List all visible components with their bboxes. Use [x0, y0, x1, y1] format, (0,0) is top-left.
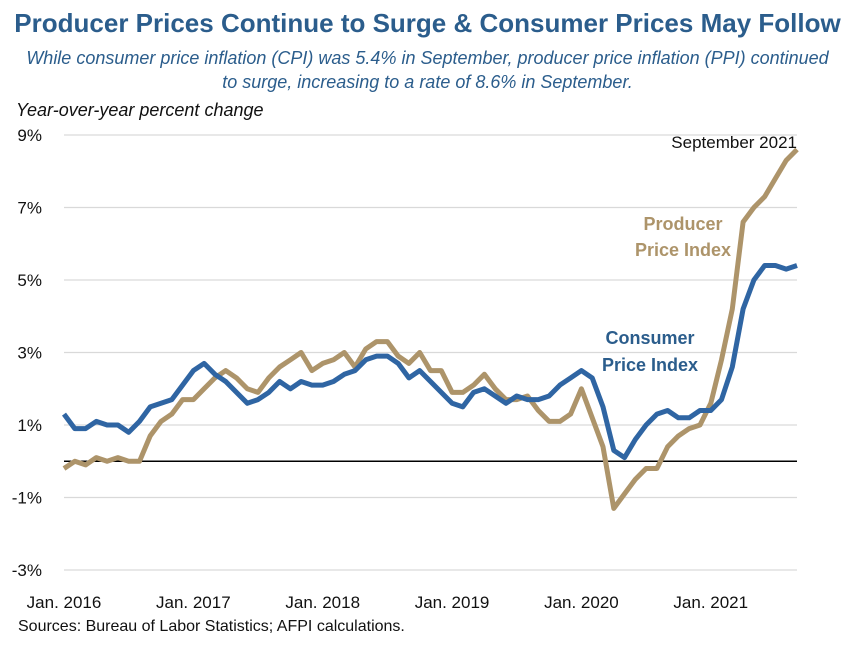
series-labels: Producer Price Index Consumer Price Inde… [602, 133, 797, 375]
x-tick-label: Jan. 2018 [285, 593, 360, 612]
y-tick-labels: 9% 7% 5% 3% 1% -1% -3% [12, 126, 42, 580]
ppi-series-label-line1: Producer [643, 214, 722, 234]
x-tick-label: Jan. 2017 [156, 593, 231, 612]
y-tick-label: -3% [12, 561, 42, 580]
source-note: Sources: Bureau of Labor Statistics; AFP… [18, 618, 405, 635]
x-tick-labels: Jan. 2016 Jan. 2017 Jan. 2018 Jan. 2019 Jan.… [27, 593, 748, 612]
y-tick-label: 7% [17, 199, 42, 218]
y-tick-label: 3% [17, 344, 42, 363]
chart-title: Producer Prices Continue to Surge & Cons… [14, 8, 841, 38]
series-lines [61, 147, 799, 511]
cpi-series-label-line2: Price Index [602, 355, 698, 375]
cpi-series-label-line1: Consumer [605, 328, 694, 348]
ppi-series-label-line2: Price Index [635, 240, 731, 260]
y-tick-label: 9% [17, 126, 42, 145]
y-tick-label: 5% [17, 271, 42, 290]
ppi-series-line [62, 147, 799, 511]
chart-subtitle: While consumer price inflation (CPI) was… [26, 48, 829, 92]
y-tick-label: -1% [12, 489, 42, 508]
y-tick-label: 1% [17, 416, 42, 435]
x-tick-label: Jan. 2020 [544, 593, 619, 612]
x-tick-label: Jan. 2021 [673, 593, 748, 612]
september-2021-annotation: September 2021 [671, 133, 797, 152]
x-tick-label: Jan. 2019 [415, 593, 490, 612]
cpi-series-line [61, 263, 798, 461]
x-tick-label: Jan. 2016 [27, 593, 102, 612]
y-axis-label: Year-over-year percent change [16, 100, 264, 120]
gridlines [64, 134, 797, 571]
